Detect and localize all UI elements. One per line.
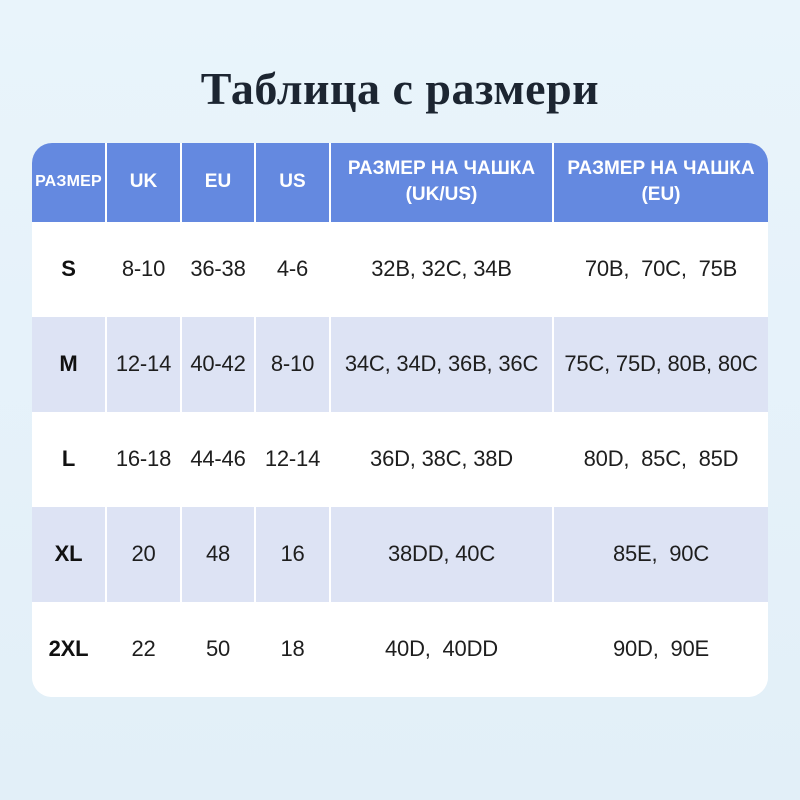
cell-cup-eu: 75C, 75D, 80B, 80C [554, 316, 768, 412]
cell-us: 4-6 [256, 221, 331, 317]
cell-size: L [32, 411, 107, 507]
cell-size: 2XL [32, 601, 107, 697]
cell-us: 8-10 [256, 316, 331, 412]
cell-cup-ukus: 32B, 32C, 34B [331, 221, 554, 317]
cell-cup-ukus: 34C, 34D, 36B, 36C [331, 316, 554, 412]
size-table: РАЗМЕР UK EU US РАЗМЕР НА ЧАШКА (UK/US) … [32, 142, 768, 697]
cell-us: 18 [256, 601, 331, 697]
cell-size: S [32, 221, 107, 317]
cell-uk: 22 [107, 601, 182, 697]
cell-cup-eu: 70B, 70C, 75B [554, 221, 768, 317]
cell-eu: 40-42 [182, 316, 256, 412]
cell-cup-eu: 90D, 90E [554, 601, 768, 697]
cell-uk: 8-10 [107, 221, 182, 317]
cell-us: 16 [256, 506, 331, 602]
header-cell-us: US [256, 142, 331, 222]
cell-uk: 16-18 [107, 411, 182, 507]
header-cell-cup-eu: РАЗМЕР НА ЧАШКА (EU) [554, 142, 768, 222]
cell-uk: 20 [107, 506, 182, 602]
cell-eu: 50 [182, 601, 256, 697]
header-cell-size: РАЗМЕР [32, 142, 107, 222]
cell-size: M [32, 316, 107, 412]
header-cell-cup-ukus: РАЗМЕР НА ЧАШКА (UK/US) [331, 142, 554, 222]
page-title: Таблица с размери [200, 63, 600, 114]
cell-cup-ukus: 36D, 38C, 38D [331, 411, 554, 507]
cell-size: XL [32, 506, 107, 602]
cell-cup-ukus: 38DD, 40C [331, 506, 554, 602]
cell-eu: 44-46 [182, 411, 256, 507]
cell-eu: 36-38 [182, 221, 256, 317]
cell-cup-eu: 80D, 85C, 85D [554, 411, 768, 507]
cell-eu: 48 [182, 506, 256, 602]
header-cell-uk: UK [107, 142, 182, 222]
cell-cup-ukus: 40D, 40DD [331, 601, 554, 697]
cell-uk: 12-14 [107, 316, 182, 412]
cell-cup-eu: 85E, 90C [554, 506, 768, 602]
header-cell-eu: EU [182, 142, 256, 222]
cell-us: 12-14 [256, 411, 331, 507]
